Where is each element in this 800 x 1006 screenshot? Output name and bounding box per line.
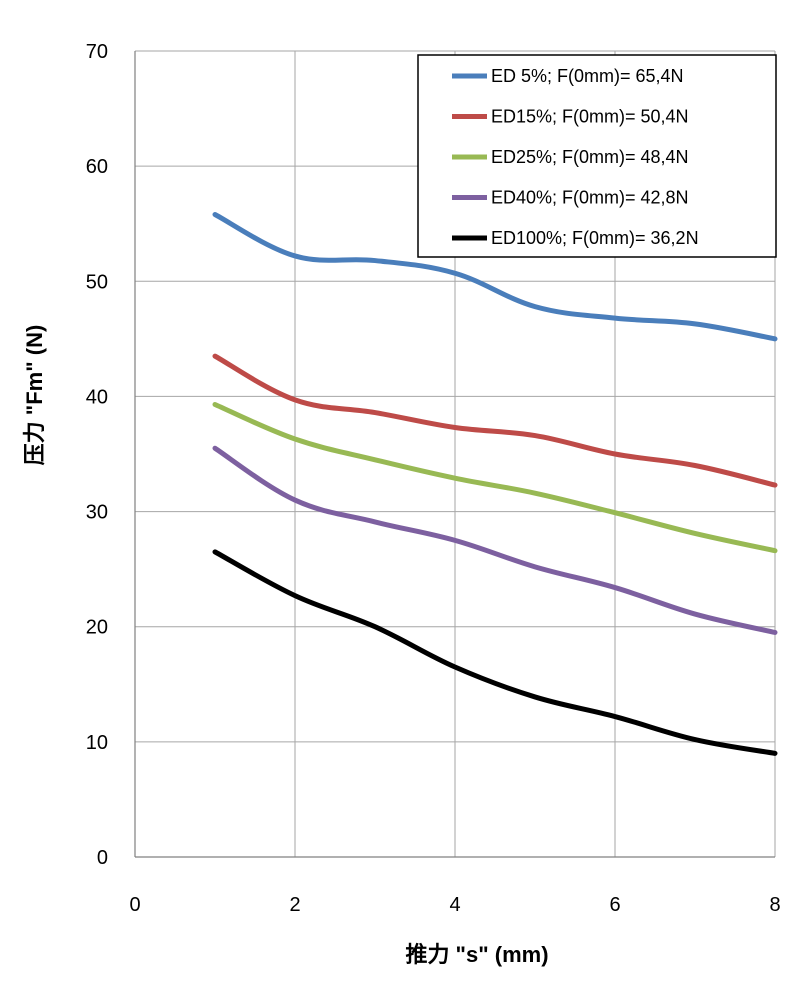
x-tick-label: 0: [129, 894, 140, 916]
y-tick-label: 20: [86, 617, 108, 639]
y-tick-label: 10: [86, 732, 108, 754]
x-tick-label: 6: [609, 894, 620, 916]
y-tick-label: 30: [86, 502, 108, 524]
legend-label-2: ED25%; F(0mm)= 48,4N: [491, 147, 689, 167]
legend-label-0: ED 5%; F(0mm)= 65,4N: [491, 66, 684, 86]
series-line-0: [212, 212, 778, 342]
y-tick-labels: 0 10 20 30 40 50 60 70: [86, 41, 108, 869]
x-tick-label: 8: [769, 894, 780, 916]
y-tick-label: 0: [97, 847, 108, 869]
y-tick-label: 70: [86, 41, 108, 63]
axes: [134, 51, 775, 858]
series-line-3: [212, 445, 778, 635]
x-axis-title: 推力 "s" (mm): [405, 942, 548, 967]
series-line-1: [212, 353, 778, 488]
legend-label-4: ED100%; F(0mm)= 36,2N: [491, 228, 699, 248]
series-line-2: [212, 401, 778, 554]
x-tick-label: 2: [289, 894, 300, 916]
legend-label-3: ED40%; F(0mm)= 42,8N: [491, 188, 689, 208]
x-tick-label: 4: [449, 894, 460, 916]
series-lines: [212, 212, 778, 756]
legend-label-1: ED15%; F(0mm)= 50,4N: [491, 107, 689, 127]
legend: ED 5%; F(0mm)= 65,4N ED15%; F(0mm)= 50,4N…: [417, 54, 777, 258]
x-tick-labels: 0 2 4 6 8: [129, 894, 780, 916]
y-tick-label: 40: [86, 386, 108, 408]
series-line-4: [212, 549, 778, 756]
y-axis-title: 压力 "Fm" (N): [22, 325, 47, 466]
y-tick-label: 50: [86, 271, 108, 293]
y-tick-label: 60: [86, 156, 108, 178]
